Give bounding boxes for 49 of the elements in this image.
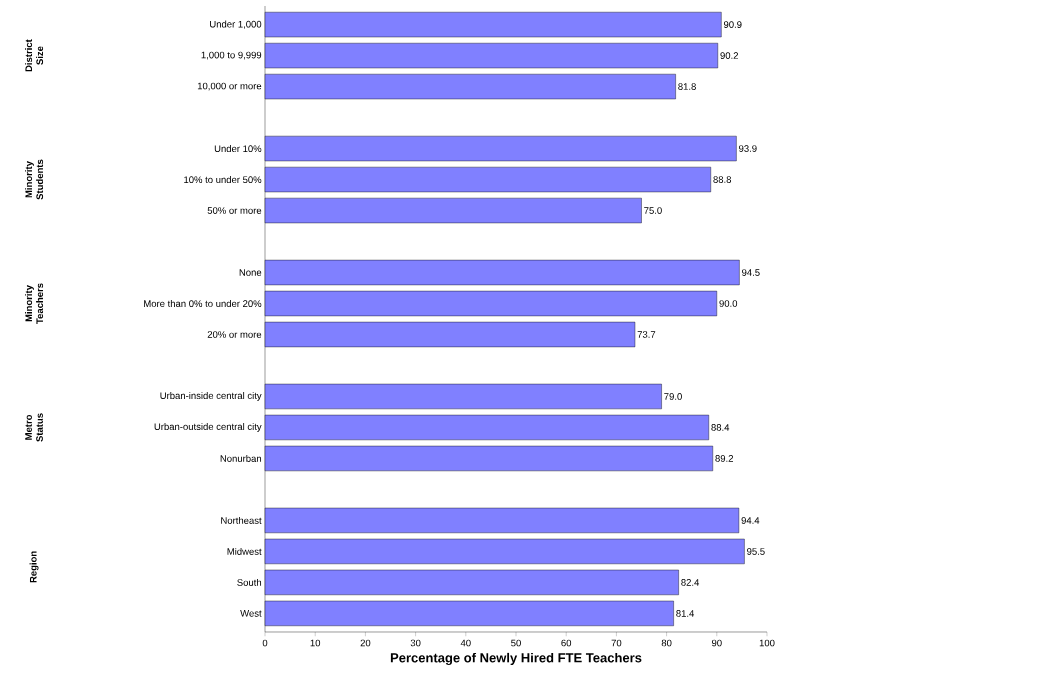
y-tick-label: 10,000 or more <box>197 82 262 91</box>
y-tick-label: 20% or more <box>207 331 262 338</box>
x-tick-label: 70 <box>611 639 622 647</box>
y-tick-label: South <box>237 578 262 586</box>
x-tick-label: 60 <box>561 639 572 647</box>
x-tick-label: 80 <box>661 639 672 647</box>
y-tick-label: Northeast <box>221 516 262 524</box>
data-label: 81.4 <box>676 610 695 617</box>
data-label: 82.4 <box>681 579 700 586</box>
y-tick-label: Midwest <box>227 547 262 555</box>
data-label: 90.2 <box>720 52 739 59</box>
x-tick-label: 40 <box>460 639 471 647</box>
y-tick-label: West <box>240 610 262 617</box>
data-label: 81.8 <box>678 83 696 90</box>
text: Metro Status <box>25 413 43 442</box>
data-label: 95.5 <box>747 548 765 555</box>
y-tick-label: Under 1,000 <box>210 20 262 29</box>
y-tick-label: 10% to under 50% <box>184 176 262 184</box>
x-tick-label: 30 <box>410 639 421 647</box>
y-tick-label: 50% or more <box>207 207 262 214</box>
x-tick-label: 90 <box>711 639 722 647</box>
y-tick-label: 1,000 to 9,999 <box>201 51 262 60</box>
data-label: 75.0 <box>644 207 662 214</box>
y-tick-label: More than 0% to under 20% <box>144 300 262 307</box>
y-tick-label: Urban-outside central city <box>154 423 262 432</box>
x-tick-label: 50 <box>511 639 521 647</box>
data-label: 89.2 <box>715 455 733 462</box>
x-axis-title: Percentage of Newly Hired FTE Teachers <box>390 652 642 666</box>
text: Minority Teachers <box>25 283 44 324</box>
data-label: 79.0 <box>664 393 682 400</box>
data-label: 88.4 <box>711 424 730 431</box>
data-label: 73.7 <box>637 331 656 338</box>
data-label: 94.4 <box>741 517 760 524</box>
text: Minority Students <box>25 159 44 200</box>
data-label: 88.8 <box>713 176 732 183</box>
x-tick-label: 20 <box>360 639 371 647</box>
y-tick-label: None <box>239 269 262 276</box>
text: Region <box>29 551 39 583</box>
y-tick-label: Nonurban <box>220 454 262 462</box>
y-tick-label: Urban-inside central city <box>160 392 262 401</box>
y-tick-label: Under 10% <box>214 145 262 153</box>
data-label: 90.9 <box>723 21 742 28</box>
data-label: 94.5 <box>742 269 760 276</box>
x-tick-label: 0 <box>262 639 268 647</box>
x-tick-label: 100 <box>759 639 775 647</box>
data-label: 93.9 <box>739 145 757 152</box>
x-tick-label: 10 <box>310 639 321 647</box>
data-label: 90.0 <box>719 300 738 307</box>
text: District Size <box>25 39 44 72</box>
